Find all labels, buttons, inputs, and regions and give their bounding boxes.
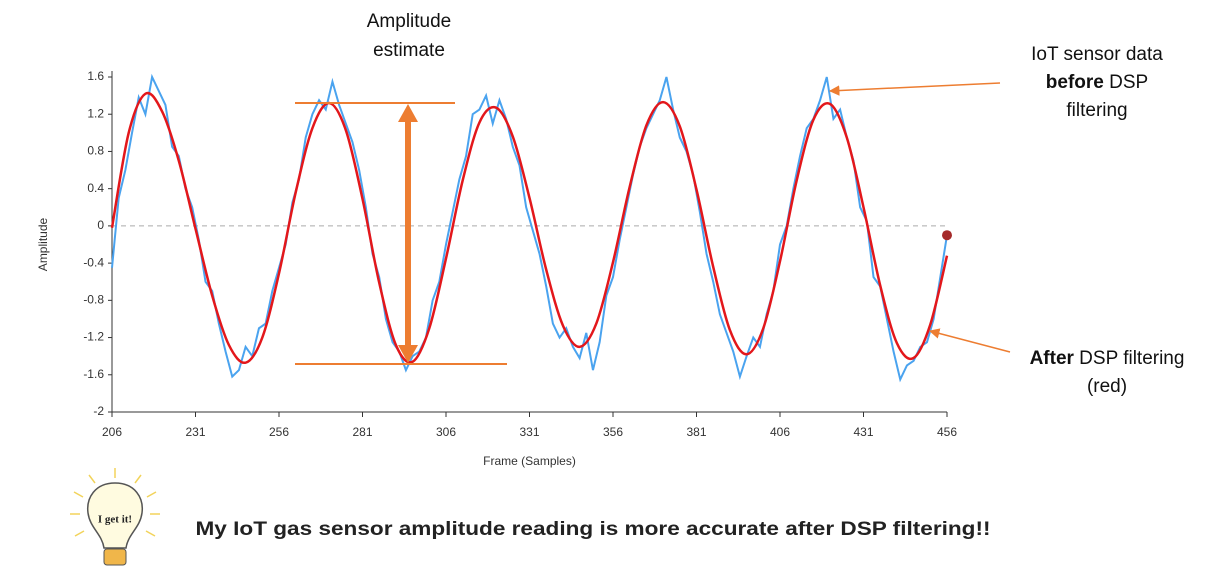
x-tick-label: 331 [519, 425, 539, 439]
caption: My IoT gas sensor amplitude reading is m… [196, 519, 991, 540]
after-arrow [928, 328, 1011, 353]
after-note: (red) [1087, 376, 1127, 397]
before-note: filtering [1066, 100, 1127, 121]
y-tick-label: -0.8 [83, 293, 104, 307]
x-tick-label: 281 [352, 425, 372, 439]
series-line [111, 73, 948, 383]
y-tick-label: 1.6 [87, 69, 104, 83]
x-tick-label: 431 [853, 425, 873, 439]
y-tick-label: 0.8 [87, 144, 104, 158]
x-tick-label: 406 [770, 425, 790, 439]
y-tick-label: 1.2 [87, 106, 104, 120]
y-tick-label: -1.2 [83, 330, 104, 344]
y-tick-label: -0.4 [83, 255, 104, 269]
before-note: before DSP [1046, 72, 1148, 93]
before-rest: DSP [1104, 72, 1148, 93]
series-line [110, 91, 949, 364]
before-bold: before [1046, 72, 1104, 93]
x-tick-label: 456 [937, 425, 957, 439]
amplitude-note: Amplitude [367, 11, 452, 32]
x-axis-label: Frame (Samples) [483, 454, 576, 468]
end-marker [942, 230, 952, 241]
x-tick-label: 356 [603, 425, 623, 439]
after-bold: After [1030, 348, 1075, 369]
y-tick-label: 0.4 [87, 181, 104, 195]
y-axis-label: Amplitude [36, 218, 50, 272]
x-tick-label: 381 [686, 425, 706, 439]
plot: -2 -1.6 -1.2 -0.8 -0.4 0 0.4 0.8 1.2 1.6 206 231 256… [36, 69, 957, 468]
x-tick-label: 256 [269, 425, 289, 439]
y-tick-label: 0 [97, 218, 104, 232]
lightbulb-icon: I get it! [70, 468, 160, 566]
y-tick-label: -2 [93, 404, 104, 418]
x-tick-label: 306 [436, 425, 456, 439]
after-note: After DSP filtering [1030, 348, 1185, 369]
after-rest: DSP filtering [1074, 348, 1185, 369]
badge-text: I get it! [98, 514, 132, 526]
amplitude-note: estimate [373, 40, 445, 61]
x-tick-label: 206 [102, 425, 122, 439]
x-tick-label: 231 [185, 425, 205, 439]
before-note: IoT sensor data [1031, 44, 1163, 65]
before-arrow [828, 82, 1001, 96]
y-tick-label: -1.6 [83, 367, 104, 381]
